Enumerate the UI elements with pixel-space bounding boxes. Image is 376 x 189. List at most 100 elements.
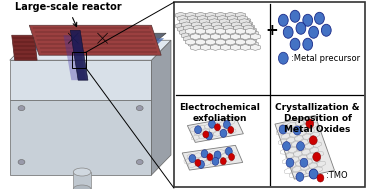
Polygon shape [208, 41, 218, 47]
Polygon shape [227, 15, 238, 22]
Polygon shape [245, 39, 255, 45]
Polygon shape [248, 41, 258, 47]
Polygon shape [237, 27, 247, 33]
Polygon shape [211, 29, 221, 34]
Polygon shape [203, 25, 214, 31]
Polygon shape [190, 34, 200, 40]
Polygon shape [223, 21, 233, 27]
Polygon shape [212, 21, 223, 27]
Polygon shape [188, 30, 199, 36]
Polygon shape [191, 33, 202, 39]
Polygon shape [226, 27, 237, 33]
Polygon shape [180, 18, 191, 24]
Polygon shape [206, 23, 216, 29]
Polygon shape [230, 18, 241, 24]
Ellipse shape [303, 14, 312, 26]
Polygon shape [190, 29, 200, 36]
Ellipse shape [278, 52, 288, 64]
Ellipse shape [313, 152, 321, 161]
Polygon shape [200, 44, 211, 50]
Polygon shape [237, 26, 247, 32]
Ellipse shape [300, 158, 308, 167]
Ellipse shape [207, 154, 213, 160]
Polygon shape [193, 21, 203, 27]
Polygon shape [214, 35, 224, 41]
Polygon shape [240, 18, 250, 24]
Polygon shape [203, 21, 213, 27]
Polygon shape [208, 15, 218, 22]
Polygon shape [199, 41, 209, 47]
Polygon shape [240, 34, 250, 40]
Polygon shape [177, 15, 188, 22]
Polygon shape [180, 29, 190, 36]
Polygon shape [196, 28, 206, 34]
Polygon shape [194, 24, 205, 30]
Polygon shape [224, 35, 235, 41]
Ellipse shape [220, 129, 227, 137]
Polygon shape [200, 34, 211, 40]
Text: Large-scale reactor: Large-scale reactor [15, 2, 121, 27]
Polygon shape [241, 22, 252, 28]
Polygon shape [24, 33, 166, 45]
Polygon shape [183, 25, 194, 31]
Polygon shape [185, 39, 196, 45]
Polygon shape [206, 12, 216, 18]
Ellipse shape [309, 26, 318, 38]
Ellipse shape [226, 147, 232, 155]
Polygon shape [64, 35, 86, 80]
Polygon shape [196, 23, 206, 29]
Polygon shape [221, 33, 232, 39]
Polygon shape [186, 23, 196, 29]
Polygon shape [223, 36, 233, 42]
Ellipse shape [283, 26, 293, 38]
Ellipse shape [198, 160, 205, 168]
Polygon shape [208, 30, 218, 36]
Polygon shape [202, 22, 212, 28]
Ellipse shape [303, 38, 312, 50]
Ellipse shape [73, 168, 91, 176]
Polygon shape [193, 32, 203, 38]
Polygon shape [176, 23, 186, 29]
Ellipse shape [223, 121, 230, 129]
Polygon shape [238, 30, 249, 36]
Polygon shape [220, 29, 230, 36]
Polygon shape [215, 28, 226, 34]
Polygon shape [10, 40, 171, 60]
Ellipse shape [209, 120, 215, 128]
Polygon shape [226, 12, 236, 18]
Polygon shape [232, 21, 243, 27]
Polygon shape [183, 32, 193, 38]
Ellipse shape [203, 131, 209, 138]
Ellipse shape [136, 160, 143, 165]
Polygon shape [235, 12, 246, 18]
Polygon shape [235, 23, 246, 29]
Polygon shape [229, 29, 240, 36]
Bar [72, 52, 86, 68]
Polygon shape [235, 39, 246, 45]
Polygon shape [229, 19, 240, 25]
Polygon shape [186, 12, 196, 18]
Ellipse shape [309, 136, 317, 145]
Polygon shape [217, 38, 227, 44]
Polygon shape [199, 30, 209, 36]
Ellipse shape [290, 38, 300, 50]
Polygon shape [230, 34, 240, 40]
Polygon shape [188, 15, 198, 22]
Polygon shape [29, 25, 161, 55]
Ellipse shape [317, 174, 324, 182]
Ellipse shape [306, 119, 314, 128]
Text: Electrochemical
exfoliation: Electrochemical exfoliation [179, 103, 260, 123]
Polygon shape [220, 29, 230, 34]
Polygon shape [213, 25, 223, 31]
Polygon shape [217, 26, 227, 32]
Ellipse shape [73, 185, 91, 189]
Polygon shape [231, 22, 241, 28]
Polygon shape [246, 38, 256, 44]
Polygon shape [177, 26, 188, 32]
Ellipse shape [283, 142, 290, 151]
Polygon shape [226, 23, 236, 29]
Polygon shape [215, 23, 226, 29]
Polygon shape [225, 28, 235, 34]
Polygon shape [223, 25, 233, 31]
Polygon shape [200, 29, 211, 34]
